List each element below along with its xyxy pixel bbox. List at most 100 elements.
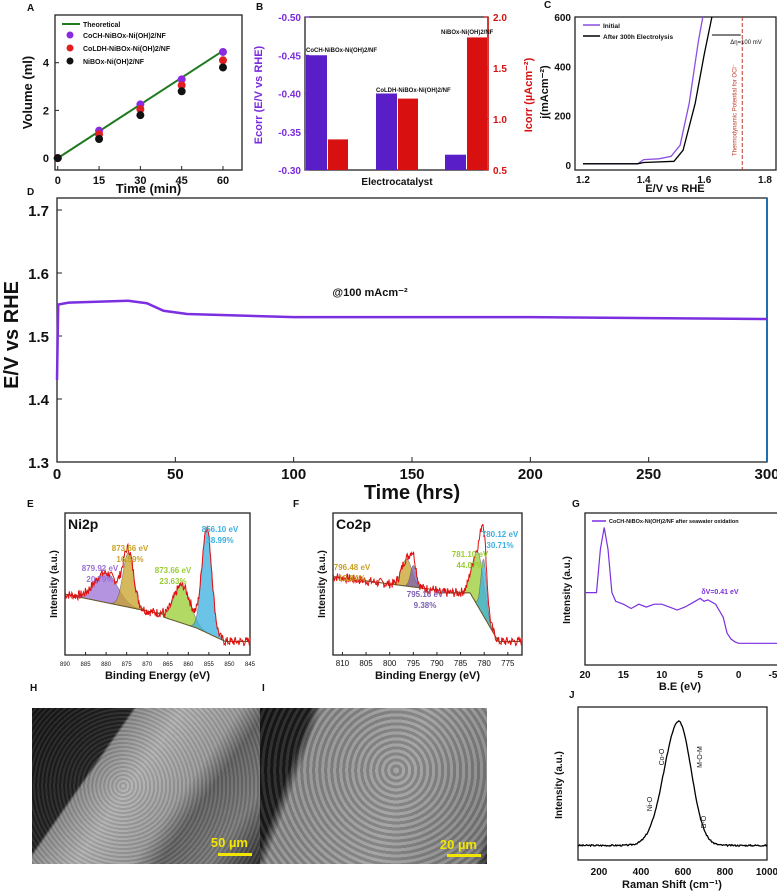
x-tick-label: 785 [454, 659, 468, 668]
scale-bar-label-h: 50 µm [210, 835, 248, 850]
panel-f-frame [332, 512, 523, 656]
lsv-curve [583, 16, 704, 165]
x-axis-label: Time (min) [116, 181, 182, 196]
panel-c-frame [574, 16, 777, 171]
stability-curve [55, 299, 768, 381]
x-tick-label: 790 [430, 659, 444, 668]
x-tick-label: 1.4 [637, 175, 651, 186]
legend-marker [66, 57, 74, 65]
peak-energy-label: 781.10 eV [452, 550, 489, 559]
panel-label-E: E [27, 499, 34, 510]
y-axis-label: Volume (ml) [20, 56, 35, 129]
valence-band-annotation: δV=0.41 eV [701, 589, 738, 596]
x-axis-label: Binding Energy (eV) [105, 670, 210, 682]
y-tick-label: 400 [554, 62, 571, 73]
x-tick-label: 100 [281, 466, 306, 483]
peak-percent-label: 30.71% [486, 541, 513, 550]
left-tick-label: -0.35 [278, 128, 301, 139]
peak-energy-label: 795.16 eV [407, 590, 444, 599]
y-tick-label: 0 [43, 153, 49, 165]
x-tick-label: 795 [407, 659, 421, 668]
x-tick-label: 30 [134, 175, 146, 187]
legend-entry: After 300h Electrolysis [603, 34, 673, 41]
band-annotation: Ni-O [647, 796, 654, 811]
y-tick-label: 600 [554, 13, 571, 24]
panel-label-I: I [262, 683, 265, 694]
x-tick-label: 200 [591, 867, 608, 878]
y-axis-label: E/V vs RHE [1, 281, 23, 389]
band-annotation: Co-O [659, 748, 666, 765]
y-tick-label: 200 [554, 112, 571, 123]
x-tick-label: 0 [53, 466, 61, 483]
data-point [218, 63, 227, 72]
x-tick-label: 800 [383, 659, 397, 668]
left-tick-label: -0.50 [278, 13, 301, 24]
x-tick-label: 15 [93, 175, 105, 187]
current-density-annotation: @100 mAcm⁻² [332, 287, 408, 299]
bar-ecorr [445, 154, 466, 170]
legend-theoretical: Theoretical [83, 22, 120, 29]
legend-entry: CoCH-NiBOx-Ni(OH)2/NF after seawater oxi… [609, 519, 739, 525]
x-tick-label: 880 [101, 662, 112, 668]
x-tick-label: 600 [675, 867, 692, 878]
bar-ecorr [376, 93, 397, 170]
lsv-curve [583, 16, 713, 165]
panel-j-frame [577, 706, 768, 861]
x-tick-label: 15 [618, 670, 630, 681]
x-tick-label: 5 [697, 670, 703, 681]
x-tick-label: 875 [122, 662, 133, 668]
peak-energy-label: 873.66 eV [112, 544, 149, 553]
x-tick-label: 810 [336, 659, 350, 668]
data-point [136, 105, 145, 114]
bar-category-label: NiBOx-Ni(OH)2/NF [441, 30, 494, 36]
x-axis-label: Electrocatalyst [361, 177, 433, 188]
legend-entry: NiBOx-Ni(OH)2/NF [83, 59, 145, 66]
left-tick-label: -0.40 [278, 90, 301, 101]
scale-bar-i [447, 854, 481, 857]
x-tick-label: 845 [245, 662, 256, 668]
right-tick-label: 0.5 [493, 166, 507, 177]
panel-g-frame [584, 512, 777, 666]
peak-percent-label: 16.59% [116, 555, 143, 564]
peak-percent-label: 23.63% [159, 577, 186, 586]
left-axis-label: Ecorr (E/V vs RHE) [253, 45, 265, 144]
y-tick-label: 1.7 [28, 203, 49, 220]
x-tick-label: 60 [217, 175, 229, 187]
peak-energy-label: 796.48 eV [334, 563, 371, 572]
x-tick-label: 850 [224, 662, 235, 668]
band-annotation: M-O-M [697, 746, 704, 768]
band-annotation: B-O [701, 815, 708, 828]
raman-spectrum [577, 720, 768, 848]
y-axis-label: Intensity (a.u.) [554, 751, 565, 819]
x-tick-label: 805 [359, 659, 373, 668]
peak-energy-label: 879.92 eV [82, 564, 119, 573]
panel-label-B: B [256, 2, 263, 13]
x-tick-label: 250 [636, 466, 661, 483]
peak-energy-label: 856.10 eV [202, 525, 239, 534]
peak-percent-label: 9.38% [414, 601, 437, 610]
x-tick-label: 300 [754, 466, 777, 483]
panel-a-frame [54, 14, 243, 171]
y-tick-label: 2 [43, 105, 49, 117]
data-point [218, 47, 227, 56]
y-tick-label: 1.5 [28, 329, 49, 346]
raw-spectrum [332, 523, 523, 647]
left-tick-label: -0.30 [278, 166, 301, 177]
panel-label-D: D [27, 187, 34, 198]
peak-percent-label: 38.99% [206, 536, 233, 545]
legend-entry: Initial [603, 23, 620, 30]
x-tick-label: 50 [167, 466, 184, 483]
x-tick-label: 45 [176, 175, 188, 187]
peak-percent-label: 20.79% [86, 575, 113, 584]
vb-spectrum [585, 527, 777, 644]
y-tick-label: 1.6 [28, 266, 49, 283]
data-point [136, 111, 145, 120]
data-point [177, 81, 186, 90]
right-tick-label: 2.0 [493, 13, 507, 24]
y-axis-label: Intensity (a.u.) [49, 550, 60, 618]
x-axis-label: Binding Energy (eV) [375, 670, 480, 682]
scale-bar-h [218, 853, 252, 856]
panel-label-J: J [569, 690, 575, 701]
